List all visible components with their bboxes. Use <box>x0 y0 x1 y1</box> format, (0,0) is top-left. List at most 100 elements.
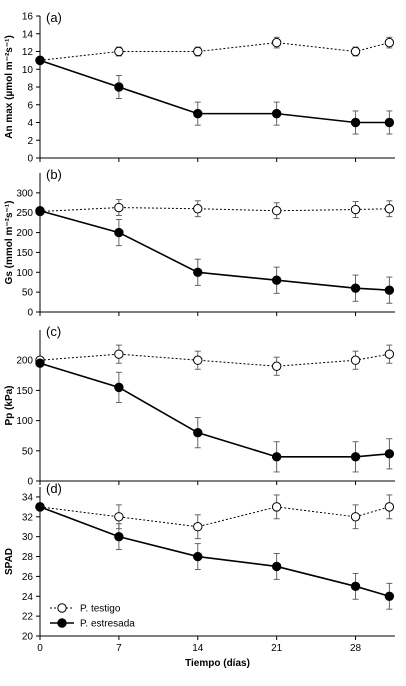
legend-label-testigo: P. testigo <box>80 604 121 615</box>
data-point-estresada <box>271 452 282 462</box>
y-tick-label: 22 <box>22 612 34 623</box>
x-tick-label: 7 <box>116 643 122 654</box>
series-line-estresada <box>39 506 390 598</box>
data-point-estresada <box>35 206 45 216</box>
data-point-testigo <box>271 37 282 48</box>
y-axis-label: Pp (kPa) <box>4 385 15 425</box>
data-point-testigo <box>193 355 203 365</box>
data-point-estresada <box>193 267 203 277</box>
data-point-estresada <box>271 275 282 285</box>
data-point-testigo <box>114 46 124 57</box>
y-tick-label: 34 <box>22 492 34 503</box>
series-line-testigo <box>39 207 390 213</box>
data-point-testigo <box>384 349 395 359</box>
data-point-testigo <box>350 355 361 365</box>
panel-label: (b) <box>46 167 62 182</box>
y-tick-label: 10 <box>22 65 34 76</box>
y-tick-label: 0 <box>27 308 33 319</box>
legend-label-estresada: P. estresada <box>80 619 135 630</box>
data-point-testigo <box>384 502 395 512</box>
data-point-estresada <box>384 285 395 295</box>
panel-label: (c) <box>46 324 61 339</box>
data-point-estresada <box>271 561 282 572</box>
series-line-estresada <box>39 362 390 458</box>
data-point-testigo <box>271 502 282 512</box>
y-tick-label: 14 <box>22 29 34 40</box>
data-point-testigo <box>271 361 282 371</box>
y-tick-label: 0 <box>27 477 33 488</box>
data-point-estresada <box>384 591 395 601</box>
data-point-estresada <box>384 117 395 128</box>
series-line-estresada <box>39 209 390 291</box>
data-point-estresada <box>384 449 395 459</box>
data-point-estresada <box>114 82 124 92</box>
y-axis-label: SPAD <box>4 548 15 575</box>
data-point-testigo <box>114 349 124 359</box>
y-tick-label: 8 <box>27 83 33 94</box>
data-point-estresada <box>114 227 124 238</box>
y-tick-label: 20 <box>22 632 34 643</box>
y-tick-label: 150 <box>16 386 33 397</box>
data-point-estresada <box>35 358 45 368</box>
y-tick-label: 200 <box>16 228 33 239</box>
legend-marker-testigo <box>57 603 67 613</box>
data-point-estresada <box>350 117 361 128</box>
data-point-testigo <box>384 204 395 214</box>
data-point-testigo <box>114 512 124 522</box>
y-axis-label: Gs (mmol m⁻²s⁻¹) <box>4 201 15 285</box>
y-tick-label: 12 <box>22 47 34 58</box>
panel-label: (d) <box>46 481 62 496</box>
series-line-testigo <box>39 353 390 367</box>
x-tick-label: 14 <box>192 643 204 654</box>
legend-marker-estresada <box>57 618 67 628</box>
data-point-estresada <box>193 427 203 438</box>
y-tick-label: 16 <box>22 12 34 23</box>
data-point-testigo <box>193 204 203 214</box>
y-tick-label: 0 <box>27 154 33 165</box>
series-line-testigo <box>39 42 390 61</box>
y-tick-label: 6 <box>27 100 33 111</box>
data-point-estresada <box>35 55 45 66</box>
data-point-estresada <box>271 108 282 119</box>
y-tick-label: 100 <box>16 268 33 279</box>
series-line-testigo <box>39 506 390 528</box>
x-axis-label: Tiempo (días) <box>185 658 250 669</box>
data-point-estresada <box>350 283 361 293</box>
panel-label: (a) <box>46 10 62 25</box>
data-point-testigo <box>350 512 361 522</box>
y-tick-label: 4 <box>27 118 33 129</box>
y-tick-label: 28 <box>22 552 34 563</box>
y-tick-label: 26 <box>22 572 34 583</box>
data-point-estresada <box>114 531 124 542</box>
y-tick-label: 100 <box>16 416 33 427</box>
data-point-estresada <box>350 452 361 462</box>
data-point-testigo <box>193 522 203 532</box>
data-point-estresada <box>350 581 361 592</box>
x-tick-label: 0 <box>37 643 43 654</box>
y-tick-label: 150 <box>16 248 33 259</box>
y-tick-label: 24 <box>22 592 34 603</box>
series-line-estresada <box>39 59 390 124</box>
data-point-testigo <box>350 46 361 57</box>
data-point-testigo <box>384 37 395 48</box>
y-tick-label: 250 <box>16 208 33 219</box>
x-tick-label: 28 <box>350 643 362 654</box>
y-tick-label: 2 <box>27 136 33 147</box>
y-tick-label: 30 <box>22 532 34 543</box>
y-tick-label: 50 <box>22 288 34 299</box>
data-point-estresada <box>35 502 45 512</box>
data-point-testigo <box>193 46 203 57</box>
data-point-estresada <box>193 108 203 119</box>
y-tick-label: 50 <box>22 446 34 457</box>
data-point-testigo <box>350 204 361 215</box>
data-point-testigo <box>271 206 282 216</box>
y-tick-label: 300 <box>16 188 33 199</box>
x-tick-label: 21 <box>271 643 283 654</box>
data-point-testigo <box>114 202 124 213</box>
data-point-estresada <box>114 382 124 393</box>
y-tick-label: 32 <box>22 512 34 523</box>
y-tick-label: 200 <box>16 356 33 367</box>
data-point-estresada <box>193 551 203 562</box>
y-axis-label: An max (µmol m⁻²s⁻¹) <box>4 35 15 139</box>
